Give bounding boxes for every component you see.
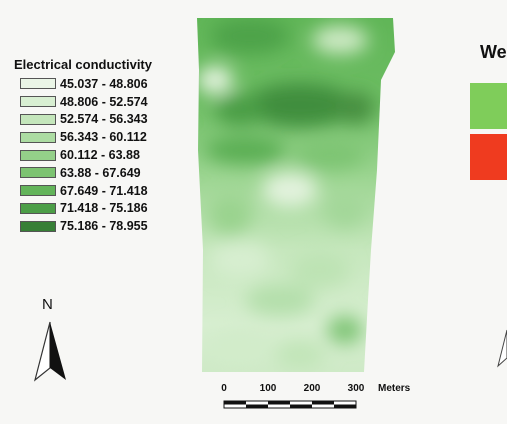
legend-item: 71.418 - 75.186: [14, 200, 194, 218]
scale-tick-label: 200: [303, 383, 321, 394]
legend-label: 71.418 - 75.186: [60, 201, 148, 216]
legend-swatch: [20, 78, 56, 90]
partial-north-arrow-icon: [497, 329, 507, 368]
legend-swatch: [20, 167, 56, 179]
legend-swatch: [20, 96, 56, 108]
legend-label: 63.88 - 67.649: [60, 165, 141, 180]
right-legend-swatch: [470, 83, 507, 129]
legend-item: 67.649 - 71.418: [14, 182, 194, 200]
right-legend-title: We: [480, 42, 507, 62]
legend-item: 48.806 - 52.574: [14, 93, 194, 111]
legend-swatch: [20, 131, 56, 143]
legend-swatch: [20, 113, 56, 125]
legend-swatch: [20, 185, 56, 197]
legend-label: 60.112 - 63.88: [60, 148, 140, 163]
scale-units: Meters: [378, 383, 411, 394]
legend-label: 56.343 - 60.112: [60, 130, 147, 145]
conductivity-surface: [197, 18, 395, 372]
right-legend-swatch: [470, 134, 507, 180]
legend-swatch: [20, 202, 56, 214]
scale-tick-label: 100: [259, 383, 277, 394]
legend-label: 48.806 - 52.574: [60, 94, 148, 109]
legend-item: 56.343 - 60.112: [14, 128, 194, 146]
legend-item: 45.037 - 48.806: [14, 75, 194, 93]
legend-label: 67.649 - 71.418: [60, 183, 148, 198]
scale-bar-labels: 0 100 200 300 Meters: [0, 383, 507, 399]
legend-swatch: [20, 220, 56, 232]
scale-tick-label: 0: [221, 383, 227, 394]
legend-label: 45.037 - 48.806: [60, 76, 148, 91]
legend-item: 75.186 - 78.955: [14, 217, 194, 235]
north-label: N: [42, 296, 53, 313]
legend-label: 75.186 - 78.955: [60, 219, 148, 234]
legend-swatch: [20, 149, 56, 161]
scale-tick-label: 300: [347, 383, 365, 394]
legend-item: 52.574 - 56.343: [14, 111, 194, 129]
legend-title: Electrical conductivity: [14, 57, 152, 72]
legend-classes: 45.037 - 48.806 48.806 - 52.574 52.574 - 5…: [14, 75, 194, 235]
legend-item: 63.88 - 67.649: [14, 164, 194, 182]
north-arrow-icon: [33, 321, 66, 382]
scale-bar: [223, 400, 357, 409]
legend-item: 60.112 - 63.88: [14, 146, 194, 164]
legend: Electrical conductivity 45.037 - 48.806 4…: [14, 57, 194, 235]
legend-label: 52.574 - 56.343: [60, 112, 148, 127]
